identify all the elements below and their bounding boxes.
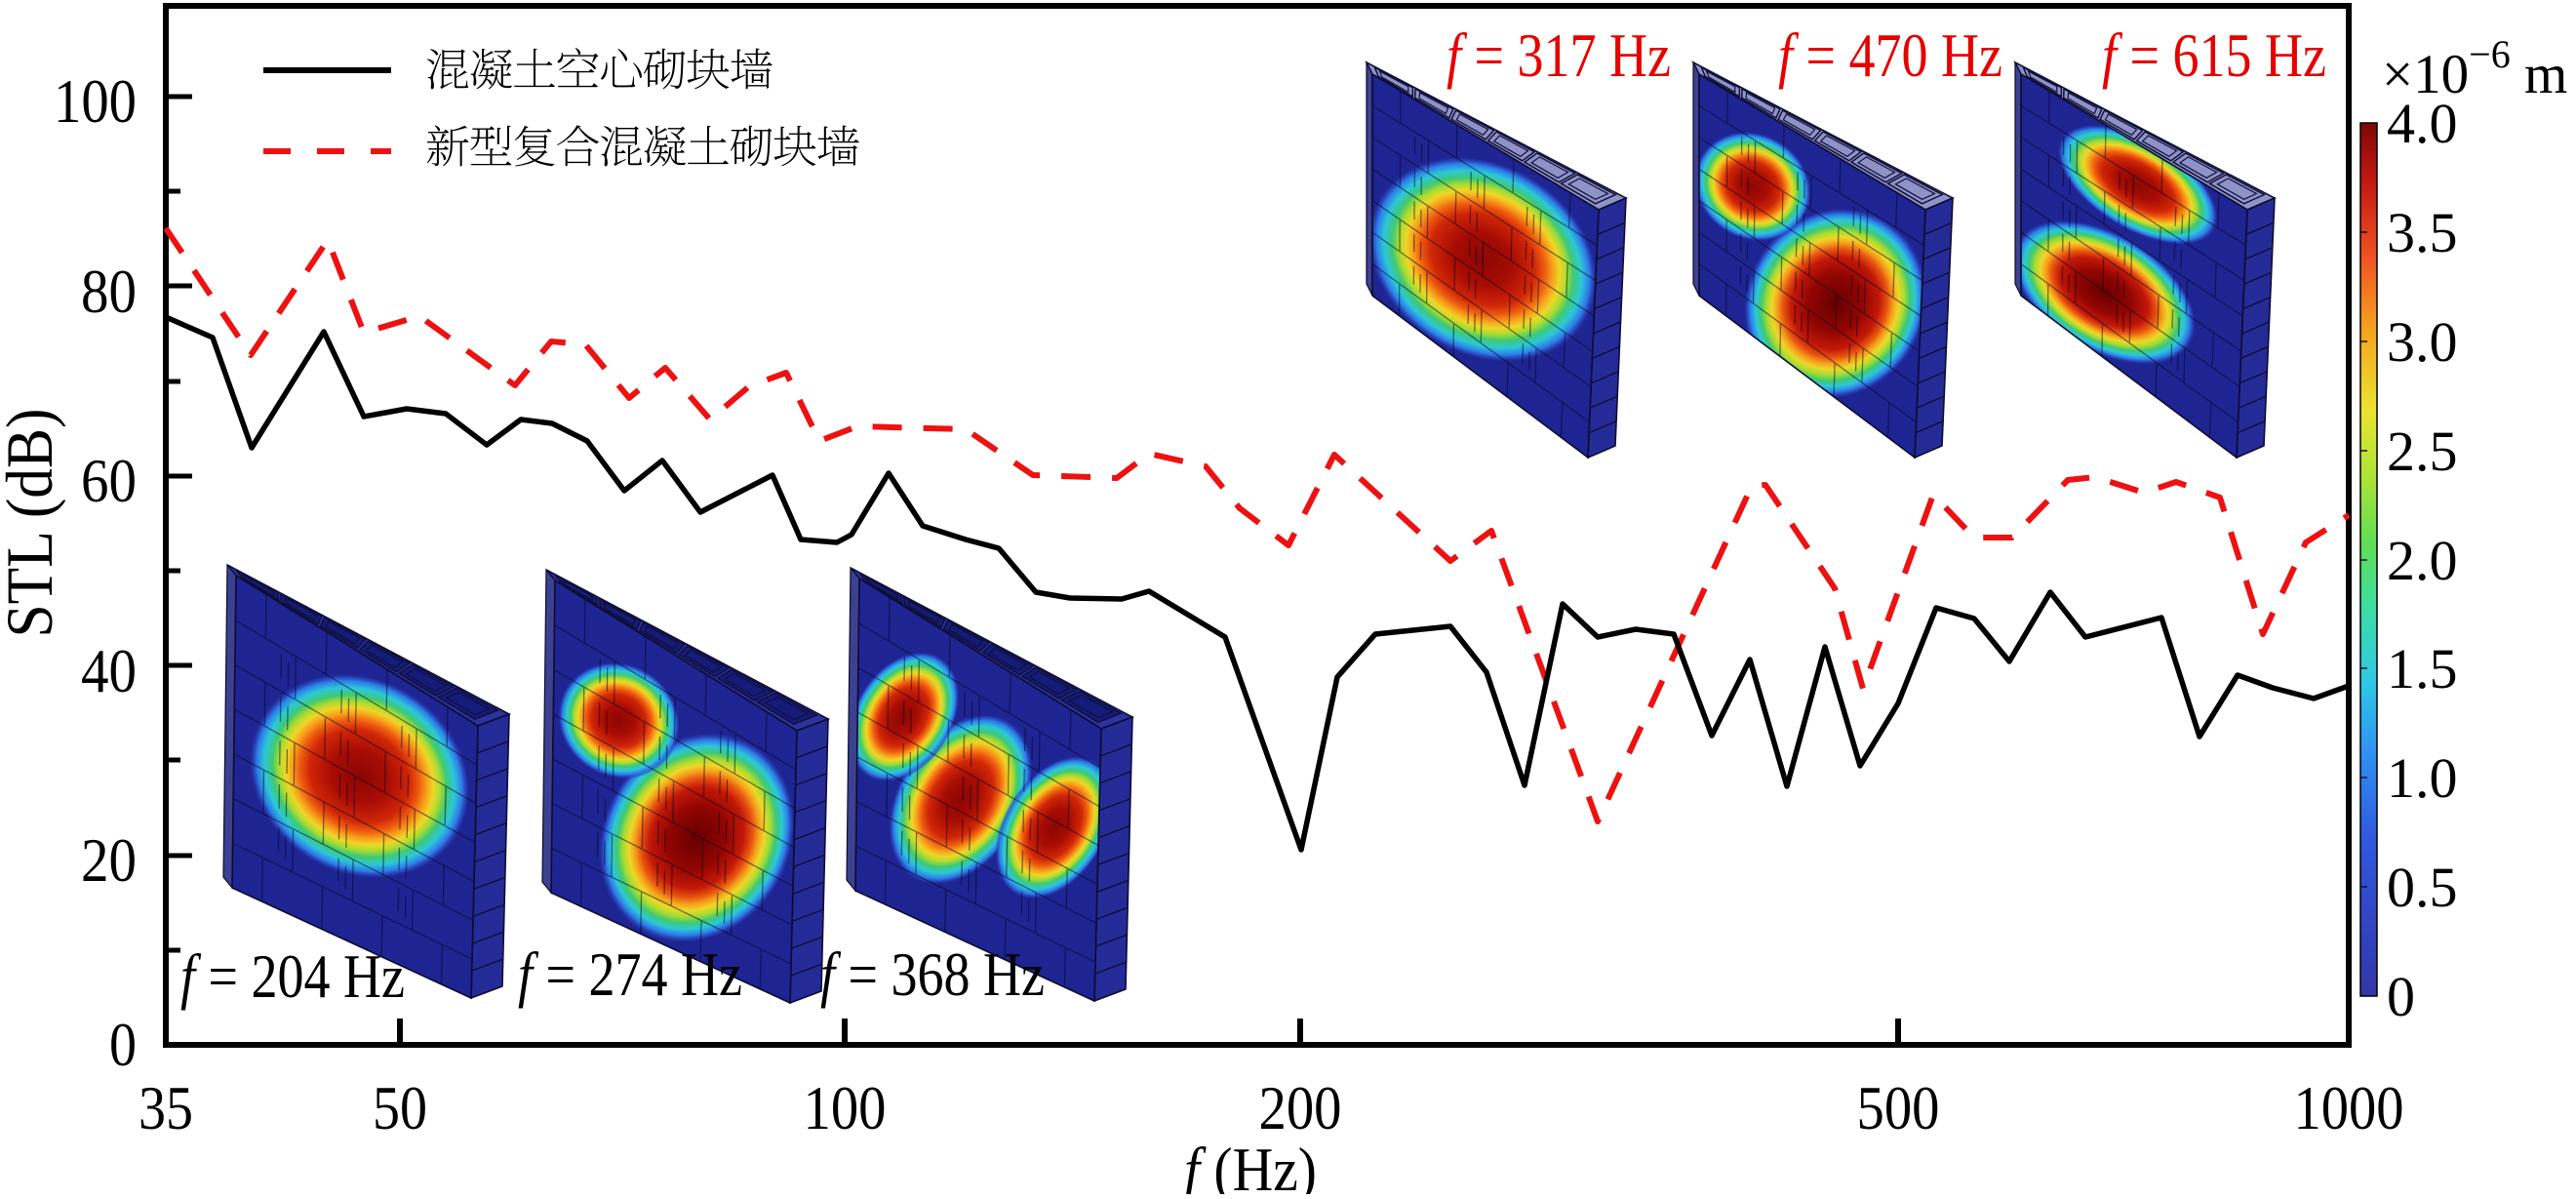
svg-text:1.0: 1.0	[2387, 746, 2458, 810]
svg-text:2.0: 2.0	[2387, 529, 2458, 592]
svg-text:3.0: 3.0	[2387, 310, 2458, 374]
svg-text:50: 50	[373, 1073, 427, 1142]
svg-text:f = 368 Hz: f = 368 Hz	[820, 939, 1045, 1009]
svg-text:f = 274 Hz: f = 274 Hz	[518, 939, 742, 1009]
svg-text:1.5: 1.5	[2387, 637, 2458, 700]
svg-text:3.5: 3.5	[2387, 201, 2458, 264]
svg-text:500: 500	[1857, 1073, 1940, 1142]
svg-text:60: 60	[81, 446, 137, 515]
svg-text:f = 615 Hz: f = 615 Hz	[2102, 20, 2326, 90]
svg-text:40: 40	[81, 636, 137, 705]
svg-text:100: 100	[54, 66, 137, 136]
svg-text:20: 20	[81, 825, 137, 895]
svg-text:0: 0	[109, 1010, 137, 1079]
svg-text:f = 317 Hz: f = 317 Hz	[1447, 20, 1671, 90]
svg-text:0: 0	[2387, 965, 2415, 1028]
svg-text:STL (dB): STL (dB)	[0, 409, 66, 638]
svg-text:0.5: 0.5	[2387, 856, 2458, 919]
svg-text:200: 200	[1259, 1073, 1342, 1142]
svg-text:2.5: 2.5	[2387, 420, 2458, 483]
svg-text:35: 35	[139, 1073, 193, 1142]
svg-text:f = 204 Hz: f = 204 Hz	[180, 941, 405, 1011]
svg-text:1000: 1000	[2294, 1073, 2404, 1142]
svg-text:80: 80	[81, 257, 137, 326]
svg-text:f = 470 Hz: f = 470 Hz	[1778, 20, 2002, 90]
svg-text:f (Hz): f (Hz)	[1184, 1135, 1317, 1194]
svg-text:100: 100	[804, 1073, 887, 1142]
